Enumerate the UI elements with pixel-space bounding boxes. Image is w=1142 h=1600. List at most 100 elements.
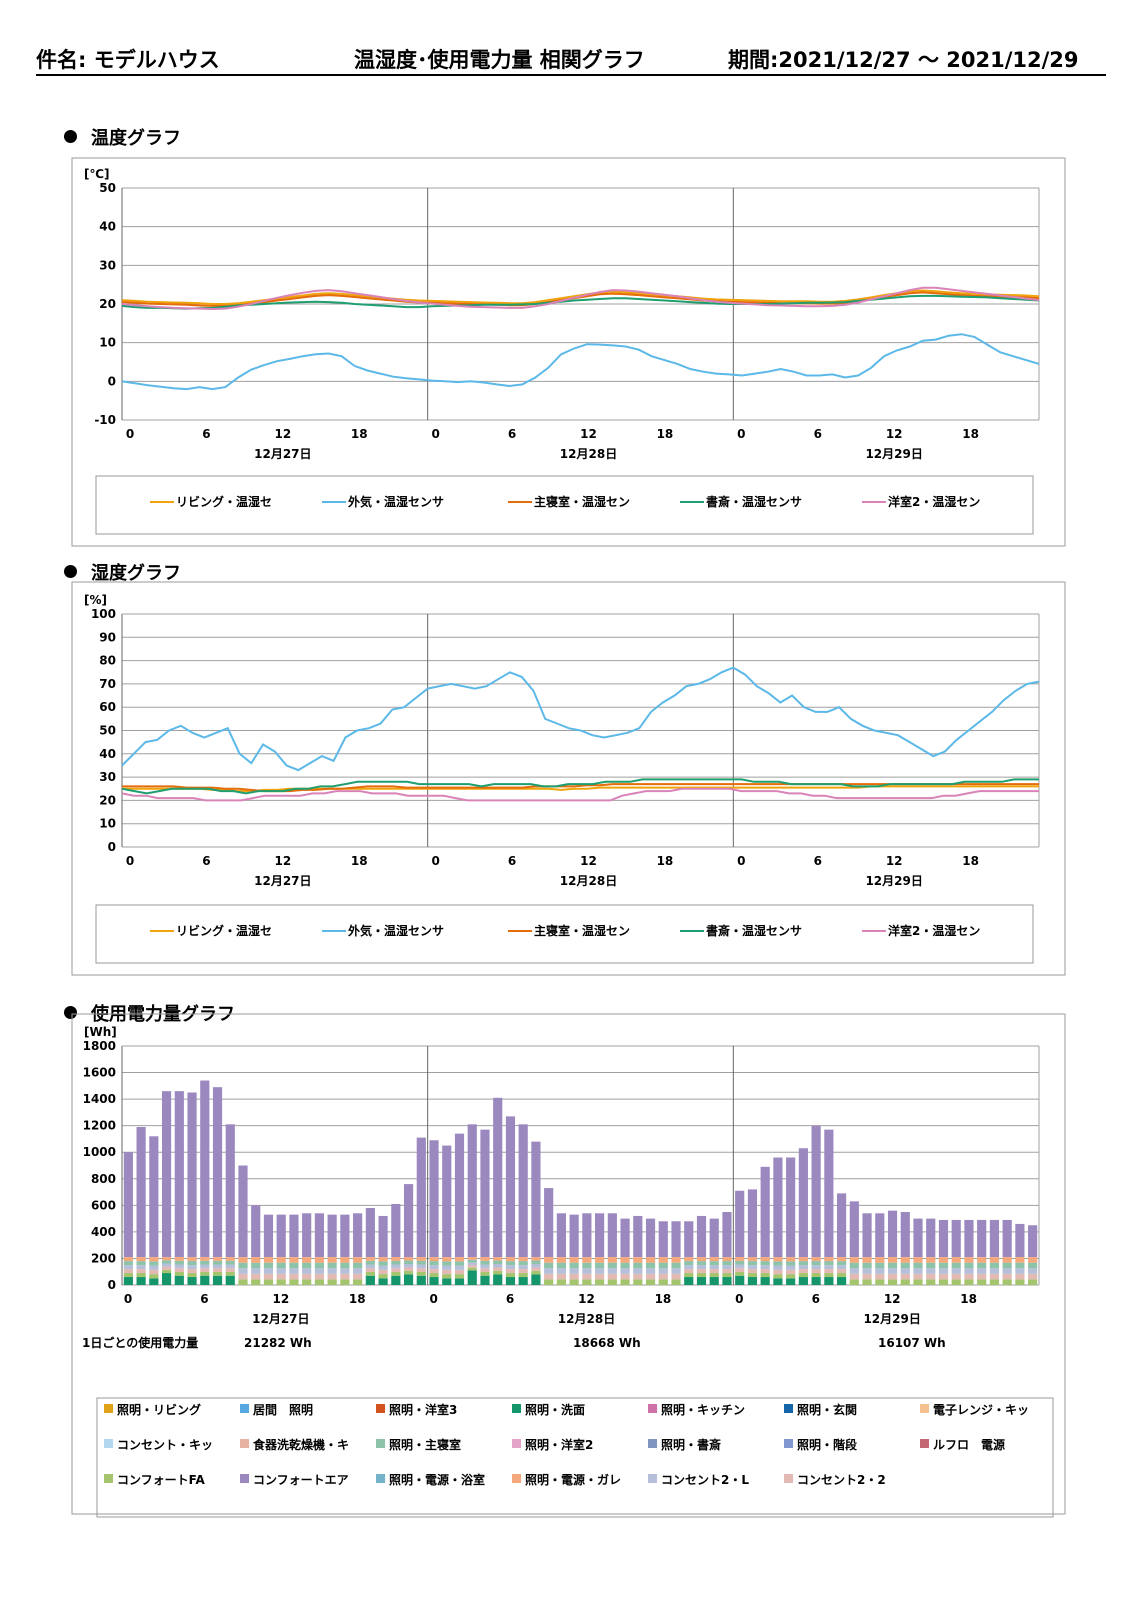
power-bar-segment <box>569 1273 579 1280</box>
power-bar-segment <box>302 1268 312 1274</box>
power-bar-segment <box>365 1271 375 1276</box>
power-bar-lighting-wash <box>149 1278 159 1285</box>
power-bar-comfort-air <box>378 1215 388 1258</box>
power-bar-lighting-wash <box>365 1275 375 1285</box>
power-bar-segment <box>875 1268 885 1274</box>
power-legend-swatch <box>648 1474 657 1483</box>
power-bar-segment <box>442 1274 452 1279</box>
power-x-tick-label: 6 <box>506 1292 514 1306</box>
power-bar-segment <box>926 1273 936 1280</box>
power-bar-segment <box>926 1257 936 1263</box>
power-bar-segment <box>837 1269 847 1274</box>
power-bar-comfort-air <box>747 1189 758 1258</box>
power-legend-label: 照明・リビング <box>117 1402 201 1417</box>
power-bar-segment <box>480 1260 490 1265</box>
power-bar-segment <box>212 1271 223 1276</box>
humidity-y-tick-label: 100 <box>91 607 116 621</box>
power-bar-segment <box>913 1262 923 1269</box>
power-bar-segment <box>773 1274 783 1279</box>
power-bar-segment <box>187 1273 197 1278</box>
power-bar-segment <box>773 1257 783 1262</box>
power-bar-segment <box>938 1273 949 1280</box>
power-bar-comfort-air <box>887 1210 898 1258</box>
humidity-y-tick-label: 60 <box>99 700 116 714</box>
power-bar-segment <box>353 1257 363 1263</box>
power-bar-segment <box>365 1257 375 1261</box>
power-bar-comfort-air <box>136 1126 146 1258</box>
power-bar-segment <box>607 1257 617 1263</box>
power-bar-segment <box>837 1265 847 1270</box>
power-legend-label: 照明・階段 <box>797 1437 858 1452</box>
power-bar-segment <box>595 1279 605 1285</box>
power-bar-segment <box>340 1268 350 1274</box>
power-bar-comfort-air <box>251 1205 261 1258</box>
power-bar-segment <box>1028 1257 1038 1263</box>
power-bar-segment <box>989 1257 1000 1263</box>
power-bar-segment <box>645 1279 656 1285</box>
power-bar-segment <box>276 1268 286 1274</box>
power-bar-segment <box>136 1269 146 1274</box>
power-bar-segment <box>684 1257 694 1262</box>
power-bar-comfort-air <box>786 1157 796 1258</box>
power-bar-segment <box>1002 1262 1012 1269</box>
power-bar-segment <box>314 1273 324 1280</box>
power-bar-segment <box>645 1273 656 1280</box>
power-bar-segment <box>289 1273 299 1280</box>
power-bar-segment <box>123 1273 133 1278</box>
power-bar-segment <box>378 1265 388 1270</box>
power-bar-segment <box>544 1262 554 1269</box>
humidity-series-line <box>121 787 1039 802</box>
power-bar-segment <box>913 1257 923 1263</box>
power-bar-segment <box>887 1273 898 1280</box>
power-bar-segment <box>263 1257 274 1263</box>
power-bar-segment <box>480 1268 490 1272</box>
power-bar-segment <box>735 1257 745 1261</box>
power-bar-segment <box>442 1257 452 1262</box>
power-bar-segment <box>671 1279 681 1285</box>
humidity-x-tick-label: 6 <box>202 854 210 868</box>
power-bar-segment <box>276 1262 286 1269</box>
temperature-y-tick-label: 20 <box>99 297 116 311</box>
power-bar-segment <box>327 1268 337 1274</box>
power-bar-segment <box>174 1268 184 1272</box>
power-legend-label: コンセント・キッ <box>117 1438 213 1452</box>
power-bar-segment <box>938 1279 949 1285</box>
power-bar-segment <box>1015 1257 1025 1263</box>
power-bar-comfort-air <box>518 1124 528 1258</box>
power-bar-lighting-wash <box>735 1275 745 1285</box>
power-legend-label: 照明・キッチン <box>661 1402 745 1417</box>
temperature-x-tick-label: 18 <box>962 427 979 441</box>
power-bar-segment <box>365 1260 375 1265</box>
power-bar-segment <box>786 1265 796 1270</box>
power-bar-segment <box>620 1262 630 1269</box>
power-legend-label: 照明・書斎 <box>661 1437 721 1452</box>
power-bar-segment <box>798 1257 808 1262</box>
power-bar-comfort-air <box>837 1193 847 1258</box>
temperature-y-tick-label: 10 <box>99 336 116 350</box>
power-bar-segment <box>302 1273 312 1280</box>
power-bar-segment <box>798 1265 808 1270</box>
power-legend-label: 居間 照明 <box>253 1402 313 1417</box>
power-bar-segment <box>251 1268 261 1274</box>
power-bar-segment <box>633 1279 643 1285</box>
power-bar-segment <box>824 1257 834 1262</box>
bullet-icon <box>64 130 77 143</box>
power-bar-segment <box>569 1262 579 1269</box>
power-bar-segment <box>480 1271 490 1276</box>
power-bar-segment <box>977 1262 987 1269</box>
temperature-y-tick-label: 50 <box>99 181 116 195</box>
power-bar-segment <box>1002 1273 1012 1280</box>
power-bar-segment <box>378 1257 388 1262</box>
power-bar-lighting-wash <box>518 1277 528 1285</box>
power-bar-comfort-air <box>467 1124 477 1258</box>
power-bar-segment <box>645 1268 656 1274</box>
power-bar-comfort-air <box>875 1213 885 1258</box>
power-bar-lighting-wash <box>493 1274 503 1285</box>
power-bar-lighting-wash <box>442 1278 452 1285</box>
power-bar-segment <box>977 1268 987 1274</box>
power-bar-segment <box>365 1264 375 1269</box>
power-bar-segment <box>493 1264 503 1268</box>
power-bar-comfort-air <box>480 1129 490 1258</box>
power-bar-comfort-air <box>595 1213 605 1258</box>
power-bar-segment <box>645 1257 656 1263</box>
